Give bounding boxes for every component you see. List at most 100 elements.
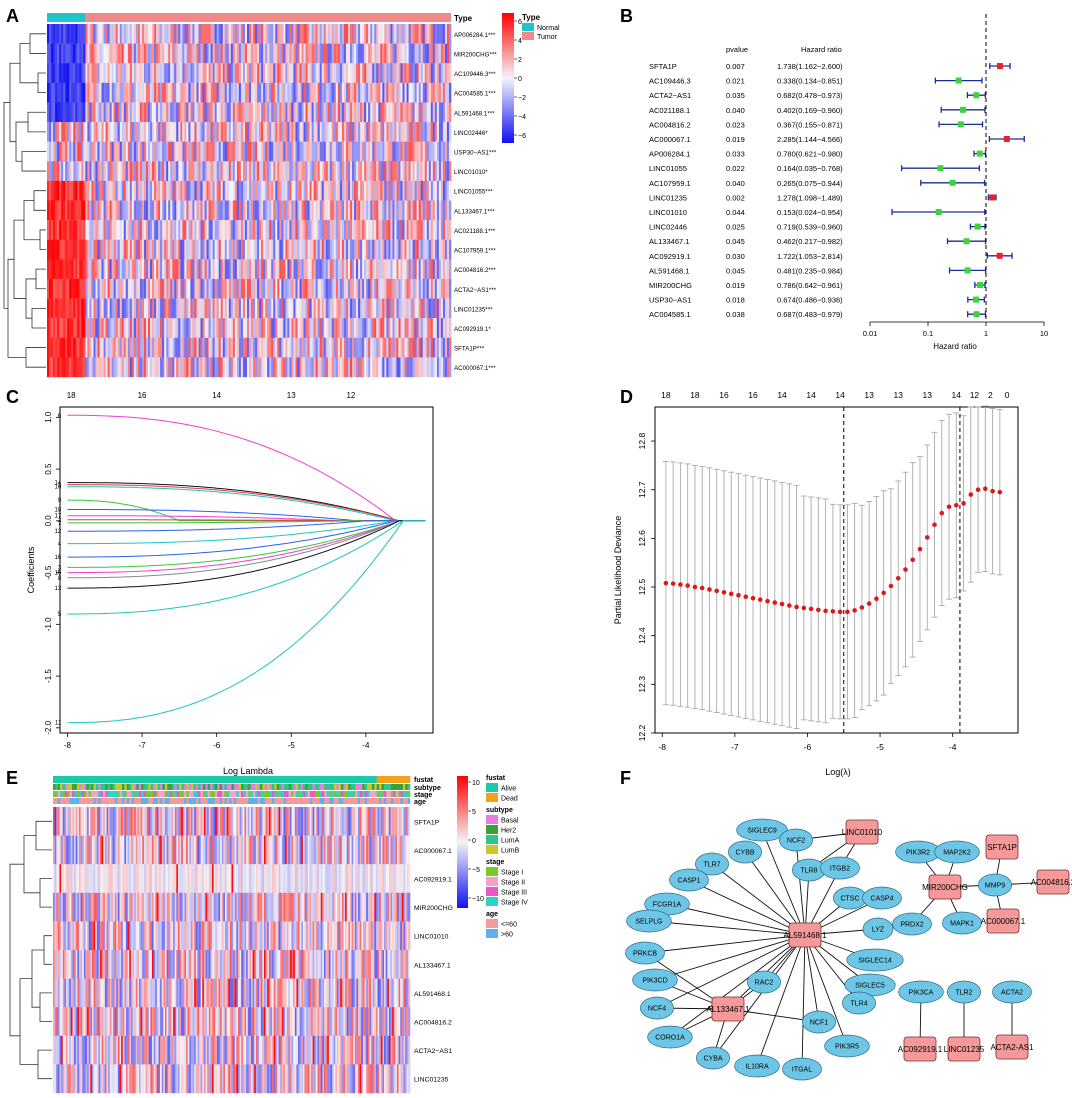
f-gene-node: PRKCB — [625, 941, 665, 965]
e-gene-label: ACTA2−AS1 — [414, 1048, 452, 1055]
c-ylabel: Coefficients — [26, 546, 36, 593]
b-hr-text: 2.285(1.144−4.566) — [777, 135, 843, 144]
d-point — [852, 608, 857, 613]
f-gene-label: TLR2 — [955, 990, 972, 997]
f-gene-label: TLR8 — [800, 868, 817, 875]
b-hr-point — [964, 267, 971, 274]
f-hub-label: AC000067.1 — [981, 917, 1026, 926]
c-ytick: -1.0 — [44, 617, 53, 631]
b-hr-text: 1.278(1.098−1.489) — [777, 193, 843, 202]
c-series-label: 8 — [58, 576, 62, 582]
a-heat-row — [47, 278, 452, 299]
b-hr-point — [960, 106, 967, 113]
f-gene-label: SIGLEC5 — [855, 983, 885, 990]
f-gene-node: LYZ — [862, 917, 894, 941]
b-hr-text: 0.402(0.169−0.960) — [777, 106, 843, 115]
d-point — [903, 567, 908, 572]
d-ytick: 12.2 — [637, 724, 647, 741]
f-edge — [688, 879, 806, 936]
c-series-label: 14 — [55, 481, 62, 487]
e-legend-swatch — [486, 835, 498, 844]
f-hub-label: AL591468.1 — [783, 931, 827, 940]
f-gene-node: CTSC — [833, 886, 867, 910]
f-gene-label: ITGB2 — [830, 866, 850, 873]
e-legend-swatch — [486, 867, 498, 876]
f-hub-node: AC000067.1 — [981, 908, 1026, 934]
b-header-pvalue: pvalue — [726, 45, 748, 54]
d-xtick: -5 — [876, 742, 884, 752]
a-heat-row — [47, 298, 452, 319]
f-gene-node: MAP2K2 — [934, 840, 980, 864]
f-hub-node: AL133467.1 — [706, 996, 750, 1022]
d-ylabel: Partial Likelihood Deviance — [613, 516, 623, 625]
f-hub-label: MIR200CHG — [922, 883, 968, 892]
b-row: USP30−AS1 0.018 0.674(0.486−0.936) — [649, 296, 985, 305]
b-row: AC004585.1 0.038 0.687(0.483−0.979) — [649, 310, 987, 319]
e-scale-tick: 5 — [472, 809, 476, 816]
d-point — [743, 594, 749, 600]
f-gene-node: RAC2 — [747, 970, 781, 994]
b-row: AL591468.1 0.045 0.481(0.235−0.984) — [649, 266, 987, 275]
e-scale-tick: −5 — [472, 867, 480, 874]
f-gene-label: MMP9 — [985, 883, 1005, 890]
a-scale-tick: 0 — [518, 76, 522, 83]
a-gene-label: AL133467.1*** — [454, 208, 495, 215]
a-legend-title: Type — [522, 13, 541, 22]
b-gene: AC000067.1 — [649, 135, 691, 144]
f-gene-label: MAP2K2 — [943, 850, 971, 857]
b-pvalue: 0.002 — [726, 193, 745, 202]
f-gene-label: PIK3CD — [642, 978, 667, 985]
e-heat-row — [53, 807, 411, 836]
b-row: LINC02446 0.025 0.719(0.539−0.960) — [649, 223, 986, 232]
d-point — [801, 605, 807, 611]
c-ytick: -1.5 — [44, 669, 53, 683]
a-heat-row — [47, 337, 452, 358]
f-gene-node: CYBA — [696, 1046, 730, 1070]
d-point — [699, 585, 705, 591]
e-legend-swatch — [486, 897, 498, 906]
f-gene-label: PIK3R5 — [835, 1044, 859, 1051]
b-tick: 0.01 — [863, 329, 878, 338]
c-ytick: -2.0 — [44, 720, 53, 734]
c-xtick: -7 — [138, 741, 146, 750]
d-top-tick: 2 — [988, 390, 993, 400]
d-top-tick: 14 — [806, 390, 816, 400]
b-hr-text: 1.738(1.162−2.600) — [777, 62, 843, 71]
a-gene-label: LINC02446* — [454, 130, 488, 137]
c-series-label: 5 — [58, 612, 62, 618]
f-gene-node: PIK3R2 — [895, 840, 941, 864]
c-path-5 — [67, 520, 426, 615]
f-gene-node: NCF2 — [779, 828, 813, 852]
f-gene-label: CORO1A — [655, 1035, 685, 1042]
e-legend-item: Dead — [501, 796, 518, 803]
panel-f-label: F — [620, 768, 631, 788]
e-legend-swatch — [486, 929, 498, 938]
c-path-11 — [67, 520, 426, 724]
c-path-16 — [67, 520, 426, 558]
e-gene-label: AC000067.1 — [414, 848, 452, 855]
a-heat-row — [47, 200, 452, 221]
b-hr-text: 0.153(0.024−0.954) — [777, 208, 843, 217]
e-gene-label: MIR200CHG — [414, 905, 453, 912]
f-edge — [648, 920, 806, 936]
d-ytick: 12.8 — [637, 433, 647, 450]
a-heat-row — [47, 82, 452, 103]
f-gene-node: CORO1A — [647, 1025, 693, 1049]
panel-f: F SIGLEC9 CYBB NCF2 TLR7 CASP1 TLR8 ITGB2 FCGR1… — [620, 768, 1072, 1081]
c-top-tick: 12 — [346, 391, 355, 400]
f-edge — [795, 839, 806, 936]
b-row: AC109446.3 0.021 0.338(0.134−0.851) — [649, 77, 983, 86]
b-pvalue: 0.040 — [726, 106, 745, 115]
f-gene-label: TLR4 — [850, 1001, 867, 1008]
c-series-label: 15 — [55, 571, 62, 577]
b-gene: AP006284.1 — [649, 150, 690, 159]
panel-b-forest: SFTA1P 0.007 1.738(1.162−2.600) AC109446.3 0… — [649, 62, 1025, 319]
b-tick: 10 — [1040, 329, 1048, 338]
e-legend-item: Basal — [501, 818, 519, 825]
c-path-12 — [67, 520, 426, 532]
e-scale-tick: 10 — [472, 780, 480, 787]
b-hr-text: 0.338(0.134−0.851) — [777, 77, 843, 86]
f-gene-node: PIK3CD — [632, 968, 678, 992]
b-hr-text: 0.719(0.539−0.960) — [777, 223, 843, 232]
c-axes: -8 -7 -6 -5 -41.00.50.0-0.5-1.0-1.5-2.018 16 1… — [44, 391, 370, 750]
